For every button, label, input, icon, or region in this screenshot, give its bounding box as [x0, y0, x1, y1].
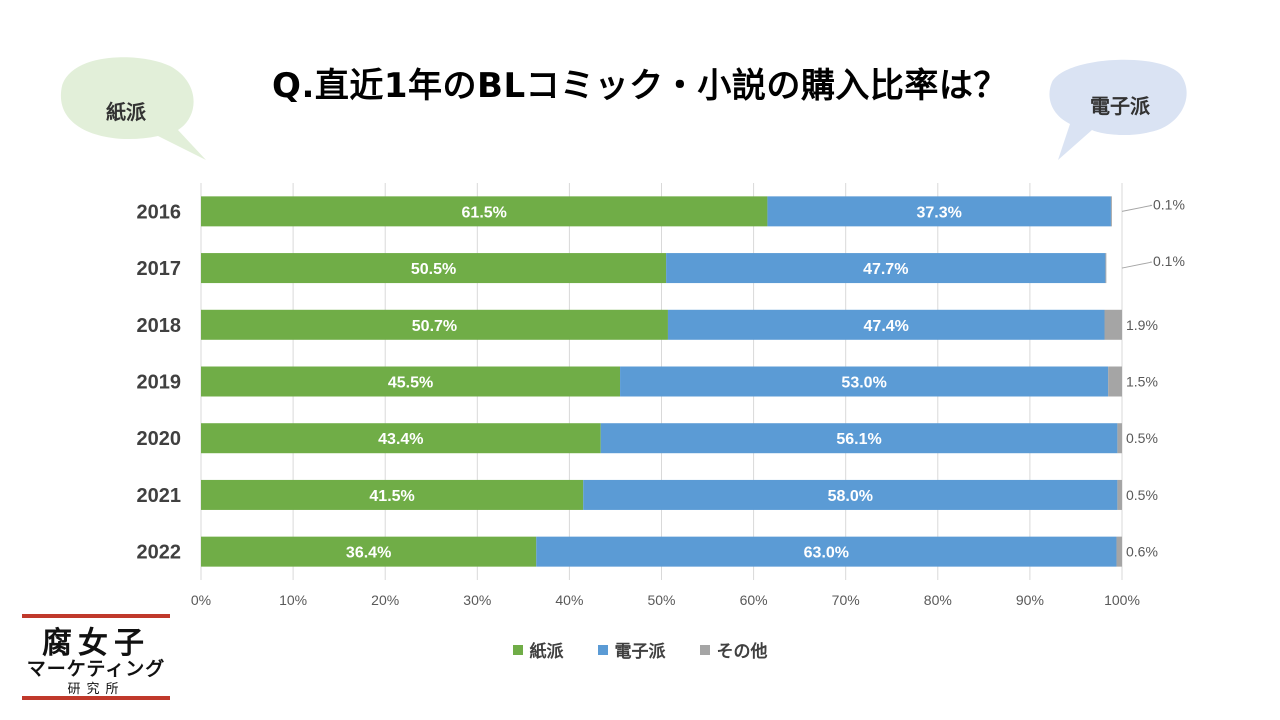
y-category-label: 2020	[137, 428, 182, 450]
x-tick-label: 100%	[1104, 592, 1140, 608]
legend-label-digital: 電子派	[614, 642, 666, 662]
chart-title: Q.直近1年のBLコミック・小説の購入比率は？	[272, 66, 1008, 106]
data-label: 56.1%	[836, 431, 881, 448]
x-tick-label: 70%	[832, 592, 860, 608]
legend-label-other: その他	[716, 642, 768, 662]
legend-swatch-digital	[597, 644, 608, 655]
bar-segment-paper	[201, 366, 621, 397]
bar-segment-digital	[620, 366, 1109, 397]
right-speech-bubble	[1049, 59, 1187, 160]
bar-segment-paper	[201, 253, 667, 284]
bars-layer	[201, 196, 1122, 567]
x-tick-label: 20%	[371, 592, 399, 608]
labels-layer: 2016 61.5% 37.3% 0.1% 2017 50.5% 47.7% 0.1% 2018…	[137, 196, 1185, 563]
y-category-label: 2018	[137, 315, 182, 337]
data-label: 50.7%	[412, 318, 457, 335]
grid-layer: 0% 10% 20% 30% 40% 50% 60% 70% 80% 90% 100%	[191, 183, 1140, 608]
x-tick-label: 40%	[555, 592, 583, 608]
bar-segment-other	[1108, 366, 1122, 397]
data-label-other: 0.5%	[1126, 487, 1158, 503]
bar-segment-digital	[767, 196, 1111, 227]
logo-line-2: マーケティング	[26, 658, 166, 680]
right-bubble-label: 電子派	[1090, 94, 1150, 118]
bar-segment-paper	[201, 479, 584, 510]
left-speech-bubble	[60, 57, 206, 160]
x-tick-label: 90%	[1016, 592, 1044, 608]
bar-segment-paper	[201, 309, 668, 340]
data-label: 43.4%	[378, 431, 423, 448]
data-label-other: 0.6%	[1126, 544, 1158, 560]
y-category-label: 2021	[137, 485, 182, 507]
data-label: 61.5%	[462, 204, 507, 221]
data-label-other: 0.1%	[1153, 253, 1185, 269]
logo-line-3: 研究所	[67, 682, 125, 697]
data-label-other: 1.9%	[1126, 317, 1158, 333]
data-label: 58.0%	[828, 488, 873, 505]
x-tick-label: 60%	[740, 592, 768, 608]
bar-segment-digital	[666, 253, 1106, 284]
bar-segment-paper	[201, 196, 768, 227]
bubbles-layer	[60, 57, 1187, 160]
bar-segment-digital	[600, 423, 1118, 454]
data-label-other: 0.1%	[1153, 196, 1185, 212]
y-category-label: 2016	[137, 201, 182, 223]
data-label-other: 1.5%	[1126, 374, 1158, 390]
bar-segment-digital	[583, 479, 1118, 510]
logo-bottom-bar	[22, 696, 170, 700]
data-label: 63.0%	[804, 545, 849, 562]
y-category-label: 2017	[137, 258, 182, 280]
data-label: 50.5%	[411, 261, 456, 278]
y-category-label: 2022	[137, 542, 182, 564]
bar-segment-other	[1110, 196, 1112, 227]
data-label: 41.5%	[369, 488, 414, 505]
bar-segment-other	[1116, 536, 1122, 567]
bar-segment-paper	[201, 536, 537, 567]
leader-line	[1121, 204, 1153, 212]
data-label: 47.7%	[863, 261, 908, 278]
data-label: 53.0%	[841, 375, 886, 392]
leader-line	[1121, 261, 1153, 269]
data-label: 36.4%	[346, 545, 391, 562]
logo-line-1: 腐女子	[42, 626, 150, 661]
data-label: 47.4%	[864, 318, 909, 335]
chart-legend: 紙派 電子派 その他	[0, 637, 1280, 662]
bar-segment-other	[1104, 309, 1122, 340]
legend-item-digital: 電子派	[597, 637, 666, 662]
x-tick-label: 30%	[463, 592, 491, 608]
bar-segment-other	[1105, 253, 1107, 284]
legend-swatch-other	[699, 644, 710, 655]
legend-label-paper: 紙派	[529, 642, 564, 662]
bar-segment-digital	[536, 536, 1117, 567]
x-tick-label: 0%	[191, 592, 211, 608]
brand-logo: 腐女子 マーケティング 研究所	[22, 612, 170, 700]
bar-segment-paper	[201, 423, 601, 454]
y-category-label: 2019	[137, 372, 182, 394]
legend-item-other: その他	[699, 637, 768, 662]
data-label: 37.3%	[916, 204, 961, 221]
data-label-other: 0.5%	[1126, 430, 1158, 446]
left-bubble-label: 紙派	[106, 100, 146, 124]
data-label: 45.5%	[388, 375, 433, 392]
x-tick-label: 50%	[647, 592, 675, 608]
logo-top-bar	[22, 614, 170, 618]
legend-item-paper: 紙派	[512, 637, 564, 662]
legend-swatch-paper	[512, 644, 523, 655]
bar-segment-digital	[667, 309, 1105, 340]
x-tick-label: 80%	[924, 592, 952, 608]
bar-segment-other	[1117, 423, 1122, 454]
x-tick-label: 10%	[279, 592, 307, 608]
bar-segment-other	[1117, 479, 1122, 510]
